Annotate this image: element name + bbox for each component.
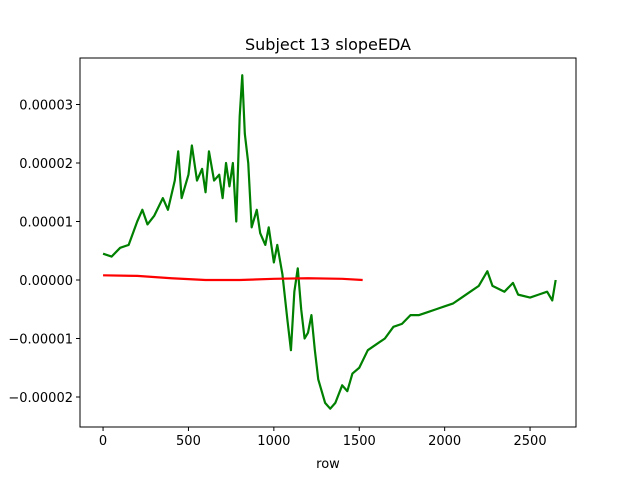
x-tick-label: 2500: [514, 434, 547, 449]
x-tick-label: 500: [176, 434, 201, 449]
data-line: [103, 274, 363, 282]
y-tick-label: −0.00001: [8, 332, 73, 347]
y-tick-label: −0.00002: [8, 391, 73, 406]
x-tick-label: 2000: [428, 434, 461, 449]
y-tick-label: 0.00003: [19, 99, 73, 114]
x-tick-label: 0: [99, 434, 107, 449]
plot-frame: [79, 57, 577, 428]
x-tick-label: 1000: [257, 434, 290, 449]
x-tick-label: 1500: [343, 434, 376, 449]
y-tick-label: 0.00002: [19, 157, 73, 172]
y-tick-label: 0.00000: [19, 274, 73, 289]
data-line: [102, 74, 557, 410]
chart-title: Subject 13 slopeEDA: [245, 35, 411, 54]
y-tick-label: 0.00001: [19, 215, 73, 230]
x-axis-label: row: [316, 457, 340, 472]
